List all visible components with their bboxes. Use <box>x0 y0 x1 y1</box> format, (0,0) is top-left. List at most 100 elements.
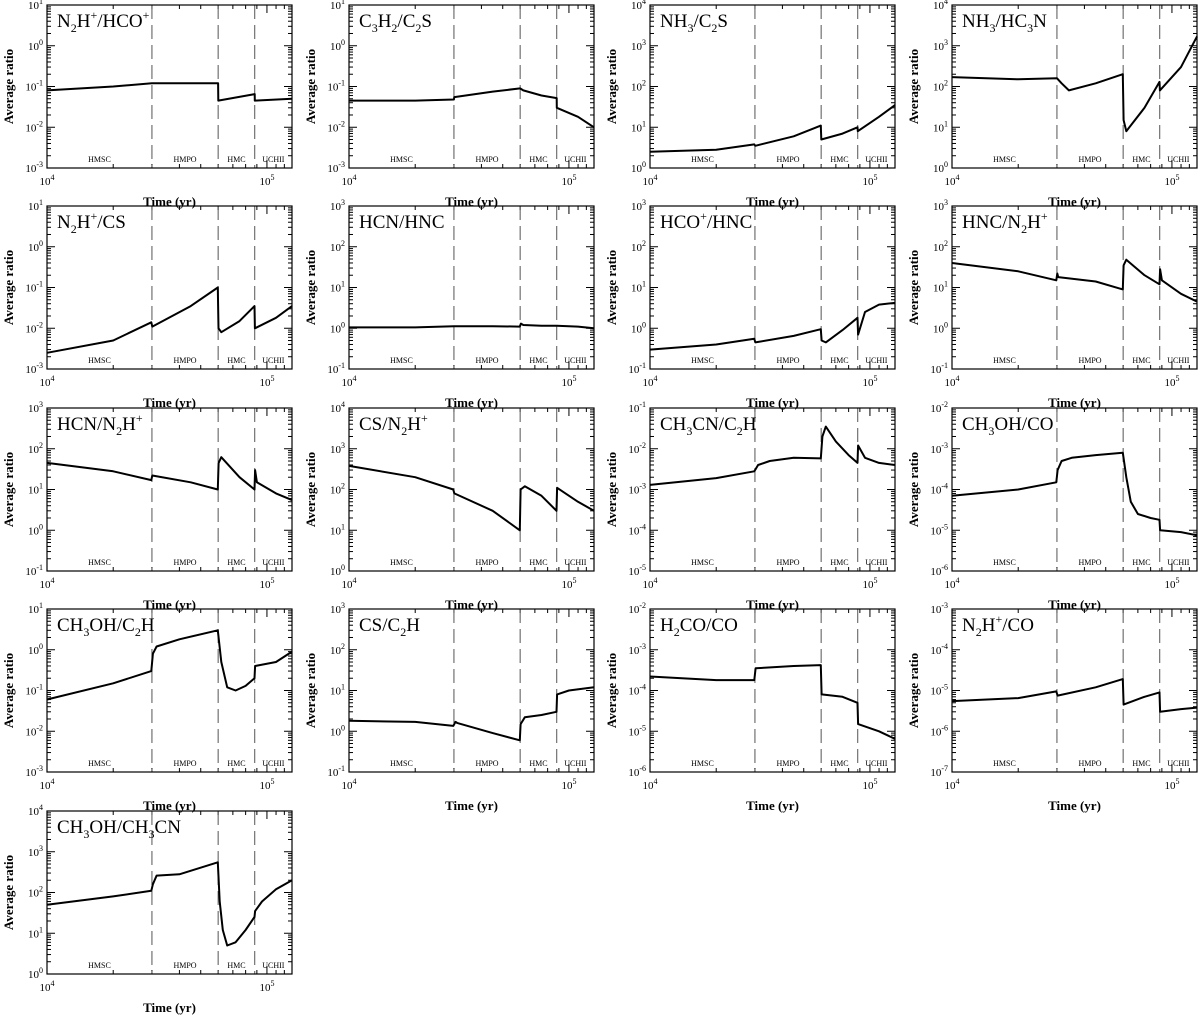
stage-label-hmsc: HMSC <box>88 961 111 970</box>
x-axis-title: Time (yr) <box>445 798 498 813</box>
stage-label-hmc: HMC <box>227 155 245 164</box>
ratio-curve <box>46 456 293 502</box>
panel-title: HCO+/HNC <box>660 209 752 233</box>
y-tick-label: 103 <box>330 198 345 213</box>
panel-title: HNC/N2H+ <box>962 209 1048 236</box>
y-tick-label: 101 <box>330 522 345 537</box>
panel-1: 10-3 10-2 10-1 100 101 104 105 HMSC HMPO HMC UCHII… <box>303 0 595 209</box>
stage-label-hmc: HMC <box>227 558 245 567</box>
ratio-curve <box>951 451 1198 537</box>
stage-label-hmc: HMC <box>1132 356 1150 365</box>
y-tick-label: 10-1 <box>628 361 646 376</box>
y-tick-label: 104 <box>330 400 345 415</box>
y-tick-label: 10-3 <box>25 361 43 376</box>
y-axis-title: Average ratio <box>303 452 318 527</box>
stage-label-uchii: UCHII <box>262 759 285 768</box>
y-tick-label: 10-1 <box>327 764 345 779</box>
y-tick-label: 10-1 <box>25 563 43 578</box>
stage-label-uchii: UCHII <box>1167 759 1190 768</box>
y-tick-label: 103 <box>631 38 646 53</box>
x-tick-label: 104 <box>945 576 960 591</box>
stage-label-hmpo: HMPO <box>173 961 196 970</box>
panel-title: H2CO/CO <box>660 615 738 639</box>
y-axis-title: Average ratio <box>1 250 16 325</box>
plot-frame <box>951 4 1198 169</box>
plot-frame <box>951 608 1198 773</box>
x-axis-title: Time (yr) <box>746 798 799 813</box>
stage-label-uchii: UCHII <box>262 356 285 365</box>
ratio-curve <box>349 87 595 129</box>
stage-label-uchii: UCHII <box>865 558 888 567</box>
y-axis-title: Average ratio <box>604 452 619 527</box>
stage-label-hmc: HMC <box>227 961 245 970</box>
stage-label-hmpo: HMPO <box>475 356 498 365</box>
stage-label-uchii: UCHII <box>1167 155 1190 164</box>
y-tick-label: 101 <box>631 280 646 295</box>
x-axis-title: Time (yr) <box>1048 395 1101 410</box>
y-tick-label: 10-2 <box>327 119 345 134</box>
x-tick-label: 105 <box>259 777 274 792</box>
x-axis-title: Time (yr) <box>143 1000 196 1015</box>
stage-label-hmc: HMC <box>830 759 848 768</box>
panel-7: 10-1 100 101 102 103 104 105 HMSC HMPO HMC UCHII HN… <box>906 198 1198 410</box>
panel-title: N2H+/HCO+ <box>57 8 150 35</box>
y-tick-label: 10-2 <box>25 320 43 335</box>
stage-label-hmsc: HMSC <box>88 558 111 567</box>
x-tick-label: 104 <box>643 576 658 591</box>
stage-label-hmsc: HMSC <box>691 155 714 164</box>
panel-title: C3H2/C2S <box>359 11 432 35</box>
stage-label-hmc: HMC <box>1132 759 1150 768</box>
stage-label-hmpo: HMPO <box>1078 155 1101 164</box>
stage-label-hmpo: HMPO <box>776 356 799 365</box>
plot-frame <box>46 810 293 975</box>
x-tick-label: 104 <box>643 374 658 389</box>
panel-5: 10-1 100 101 102 103 104 105 HMSC HMPO HMC UCHII HC… <box>303 198 595 410</box>
x-tick-label: 105 <box>862 374 877 389</box>
stage-label-hmc: HMC <box>529 356 547 365</box>
x-axis-title: Time (yr) <box>746 395 799 410</box>
panel-10: 10-5 10-4 10-3 10-2 10-1 104 105 HMSC HMPO HMC UCH… <box>604 400 896 612</box>
stage-label-hmpo: HMPO <box>1078 759 1101 768</box>
stage-label-hmsc: HMSC <box>993 558 1016 567</box>
y-tick-label: 10-3 <box>327 160 345 175</box>
y-tick-label: 102 <box>933 239 948 254</box>
stage-label-hmc: HMC <box>1132 558 1150 567</box>
x-tick-label: 105 <box>561 777 576 792</box>
x-axis-title: Time (yr) <box>445 597 498 612</box>
ratio-curve <box>951 678 1198 713</box>
y-tick-label: 102 <box>330 239 345 254</box>
x-tick-label: 105 <box>1164 374 1179 389</box>
y-tick-label: 100 <box>631 320 646 335</box>
stage-label-hmsc: HMSC <box>691 356 714 365</box>
stage-label-hmsc: HMSC <box>88 155 111 164</box>
y-tick-label: 101 <box>28 0 43 12</box>
y-tick-label: 10-5 <box>628 723 646 738</box>
plot-frame <box>348 4 595 169</box>
y-tick-label: 101 <box>28 482 43 497</box>
stage-label-hmc: HMC <box>529 759 547 768</box>
y-axis-title: Average ratio <box>303 49 318 124</box>
y-axis-title: Average ratio <box>1 452 16 527</box>
panel-15: 10-7 10-6 10-5 10-4 10-3 104 105 HMSC HMPO HMC UCH… <box>906 601 1198 813</box>
x-axis-title: Time (yr) <box>143 194 196 209</box>
plot-frame <box>951 407 1198 572</box>
panel-16: 100 101 102 103 104 104 105 HMSC HMPO HMC UCHII CH3… <box>1 803 293 1015</box>
panel-13: 10-1 100 101 102 103 104 105 HMSC HMPO HMC UCHII CS… <box>303 601 595 813</box>
stage-label-uchii: UCHII <box>865 356 888 365</box>
plot-frame <box>649 407 896 572</box>
y-tick-label: 10-3 <box>930 601 948 616</box>
ratio-curve <box>649 301 896 351</box>
x-tick-label: 104 <box>643 173 658 188</box>
x-axis-title: Time (yr) <box>445 395 498 410</box>
y-tick-label: 103 <box>330 601 345 616</box>
stage-label-hmc: HMC <box>529 155 547 164</box>
plot-frame <box>46 407 293 572</box>
x-tick-label: 104 <box>342 374 357 389</box>
panel-title: CH3CN/C2H <box>660 414 757 438</box>
y-tick-label: 102 <box>330 482 345 497</box>
y-axis-title: Average ratio <box>303 653 318 728</box>
y-tick-label: 10-2 <box>628 441 646 456</box>
panel-title: N2H+/CO <box>962 612 1034 639</box>
y-tick-label: 10-3 <box>25 160 43 175</box>
panel-11: 10-6 10-5 10-4 10-3 10-2 104 105 HMSC HMPO HMC UCH… <box>906 400 1198 612</box>
